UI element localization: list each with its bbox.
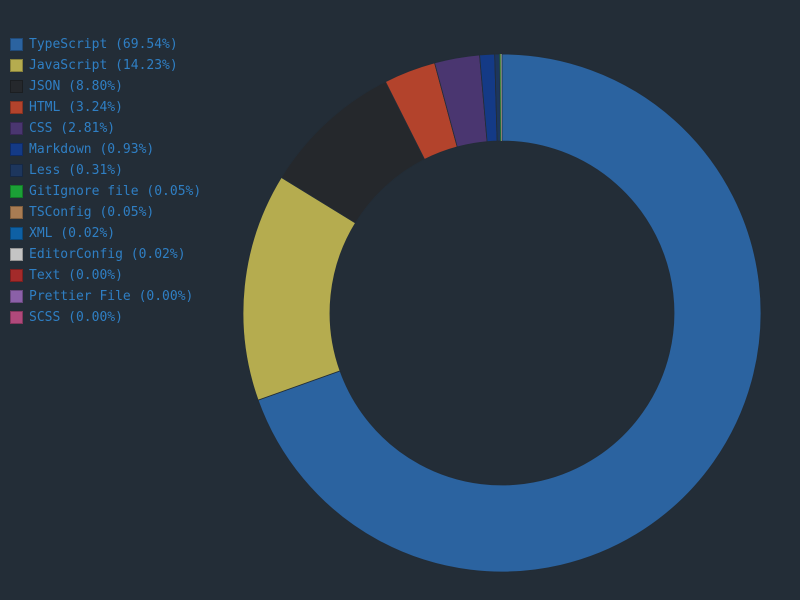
legend-label: TypeScript (69.54%) bbox=[29, 37, 178, 52]
legend-item[interactable]: CSS (2.81%) bbox=[10, 118, 201, 139]
legend-swatch bbox=[10, 311, 23, 324]
legend-swatch bbox=[10, 59, 23, 72]
legend-swatch bbox=[10, 80, 23, 93]
legend-label: JavaScript (14.23%) bbox=[29, 58, 178, 73]
legend-label: Text (0.00%) bbox=[29, 268, 123, 283]
legend-item[interactable]: TypeScript (69.54%) bbox=[10, 34, 201, 55]
legend-swatch bbox=[10, 206, 23, 219]
chart-legend: TypeScript (69.54%) JavaScript (14.23%) JS… bbox=[10, 34, 201, 328]
donut-slice[interactable] bbox=[257, 53, 762, 573]
legend-label: Prettier File (0.00%) bbox=[29, 289, 194, 304]
legend-item[interactable]: Prettier File (0.00%) bbox=[10, 286, 201, 307]
legend-swatch bbox=[10, 269, 23, 282]
legend-swatch bbox=[10, 101, 23, 114]
legend-item[interactable]: XML (0.02%) bbox=[10, 223, 201, 244]
donut-slice[interactable] bbox=[500, 54, 502, 142]
legend-item[interactable]: Less (0.31%) bbox=[10, 160, 201, 181]
legend-swatch bbox=[10, 290, 23, 303]
legend-label: SCSS (0.00%) bbox=[29, 310, 123, 325]
legend-swatch bbox=[10, 248, 23, 261]
legend-label: CSS (2.81%) bbox=[29, 121, 116, 136]
legend-item[interactable]: HTML (3.24%) bbox=[10, 97, 201, 118]
legend-swatch bbox=[10, 227, 23, 240]
legend-item[interactable]: TSConfig (0.05%) bbox=[10, 202, 201, 223]
legend-item[interactable]: EditorConfig (0.02%) bbox=[10, 244, 201, 265]
legend-item[interactable]: JavaScript (14.23%) bbox=[10, 55, 201, 76]
legend-label: TSConfig (0.05%) bbox=[29, 205, 155, 220]
donut-slice[interactable] bbox=[494, 53, 501, 142]
legend-swatch bbox=[10, 143, 23, 156]
legend-swatch bbox=[10, 38, 23, 51]
legend-item[interactable]: JSON (8.80%) bbox=[10, 76, 201, 97]
legend-label: Less (0.31%) bbox=[29, 163, 123, 178]
legend-label: GitIgnore file (0.05%) bbox=[29, 184, 202, 199]
legend-item[interactable]: SCSS (0.00%) bbox=[10, 307, 201, 328]
legend-swatch bbox=[10, 122, 23, 135]
legend-label: JSON (8.80%) bbox=[29, 79, 123, 94]
legend-swatch bbox=[10, 185, 23, 198]
legend-item[interactable]: Text (0.00%) bbox=[10, 265, 201, 286]
donut-slice[interactable] bbox=[499, 54, 502, 142]
legend-label: XML (0.02%) bbox=[29, 226, 116, 241]
legend-item[interactable]: Markdown (0.93%) bbox=[10, 139, 201, 160]
legend-swatch bbox=[10, 164, 23, 177]
legend-label: Markdown (0.93%) bbox=[29, 142, 155, 157]
legend-item[interactable]: GitIgnore file (0.05%) bbox=[10, 181, 201, 202]
legend-label: HTML (3.24%) bbox=[29, 100, 123, 115]
legend-label: EditorConfig (0.02%) bbox=[29, 247, 186, 262]
